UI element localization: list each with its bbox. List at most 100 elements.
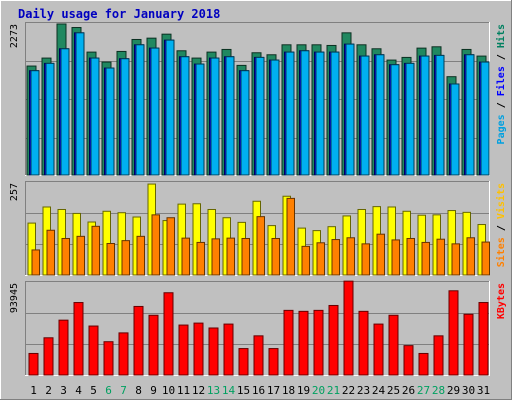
bar-sites-day-11 bbox=[181, 237, 190, 276]
bar-pages-day-11 bbox=[180, 56, 190, 176]
bar-pages-day-7 bbox=[120, 58, 130, 176]
bar-sites-day-8 bbox=[136, 235, 145, 276]
bar-pages-day-18 bbox=[285, 51, 295, 176]
bar-pages-day-17 bbox=[270, 59, 280, 176]
bar-kbytes-day-8 bbox=[133, 305, 144, 376]
bar-pages-day-14 bbox=[225, 56, 235, 176]
bar-sites-day-22 bbox=[346, 237, 355, 276]
bar-kbytes-day-25 bbox=[388, 314, 399, 376]
bar-kbytes-day-27 bbox=[418, 352, 429, 376]
bar-sites-day-17 bbox=[271, 237, 280, 276]
bar-kbytes-day-24 bbox=[373, 323, 384, 376]
bar-kbytes-day-1 bbox=[28, 352, 39, 376]
panel-middle: 257 Sites / Visits bbox=[9, 181, 507, 276]
bar-sites-day-9 bbox=[151, 214, 160, 276]
x-tick-label-day-27: 27 bbox=[417, 384, 430, 397]
bar-kbytes-day-17 bbox=[268, 348, 279, 376]
x-tick-label-day-24: 24 bbox=[372, 384, 386, 397]
bar-sites-day-20 bbox=[316, 242, 325, 276]
bar-pages-day-20 bbox=[315, 51, 325, 176]
legend-label: Hits bbox=[495, 24, 507, 48]
legend-label: / bbox=[496, 96, 507, 114]
bar-kbytes-day-5 bbox=[88, 325, 99, 376]
x-tick-label-day-31: 31 bbox=[477, 384, 490, 397]
x-tick-label-day-1: 1 bbox=[30, 384, 37, 397]
bar-sites-day-23 bbox=[361, 243, 370, 276]
bar-kbytes-day-15 bbox=[238, 348, 249, 376]
bar-sites-day-30 bbox=[466, 237, 475, 276]
bar-sites-day-28 bbox=[436, 238, 445, 276]
x-tick-label-day-20: 20 bbox=[312, 384, 325, 397]
bar-kbytes-day-30 bbox=[463, 313, 474, 376]
bar-kbytes-day-18 bbox=[283, 309, 294, 376]
bar-pages-day-5 bbox=[90, 57, 100, 176]
bar-sites-day-26 bbox=[406, 237, 415, 276]
bar-sites-day-2 bbox=[46, 229, 55, 276]
bar-pages-day-24 bbox=[375, 54, 385, 176]
bar-pages-day-16 bbox=[255, 56, 265, 176]
bar-kbytes-day-22 bbox=[343, 280, 354, 376]
bar-pages-day-30 bbox=[465, 54, 475, 176]
x-tick-label-day-13: 13 bbox=[207, 384, 220, 397]
bar-sites-day-29 bbox=[451, 243, 460, 276]
x-tick-label-day-29: 29 bbox=[447, 384, 460, 397]
bar-sites-day-3 bbox=[61, 237, 70, 276]
bar-pages-day-8 bbox=[135, 44, 145, 176]
x-tick-label-day-10: 10 bbox=[162, 384, 175, 397]
x-axis-tick-labels: 1 2 3 4 5 6 7 8 9 10 11 12 13 14 15 16 17 18 19 20 21 22 23 24 2… bbox=[30, 384, 490, 397]
bar-kbytes-day-6 bbox=[103, 341, 114, 376]
bar-kbytes-day-20 bbox=[313, 309, 324, 376]
bar-pages-day-15 bbox=[240, 70, 250, 176]
bar-sites-day-1 bbox=[31, 249, 40, 276]
x-tick-label-day-21: 21 bbox=[327, 384, 340, 397]
bar-kbytes-day-26 bbox=[403, 345, 414, 376]
bar-sites-day-27 bbox=[421, 241, 430, 276]
legend-label: / bbox=[496, 48, 507, 66]
bar-pages-day-25 bbox=[390, 64, 400, 176]
legend-label: Visits bbox=[495, 183, 507, 219]
bar-sites-day-16 bbox=[256, 216, 265, 276]
panel-legend: Sites / Visits bbox=[495, 183, 507, 267]
x-tick-label-day-26: 26 bbox=[402, 384, 415, 397]
legend-label: Pages bbox=[496, 114, 507, 144]
x-tick-label-day-5: 5 bbox=[90, 384, 97, 397]
bar-pages-day-22 bbox=[345, 43, 355, 176]
x-tick-label-day-7: 7 bbox=[120, 384, 127, 397]
x-tick-label-day-2: 2 bbox=[45, 384, 52, 397]
legend-label: / bbox=[496, 219, 507, 237]
x-tick-label-day-16: 16 bbox=[252, 384, 265, 397]
bar-sites-day-31 bbox=[481, 241, 490, 276]
bar-pages-day-9 bbox=[150, 47, 160, 176]
bar-sites-day-13 bbox=[211, 238, 220, 276]
bar-sites-day-18 bbox=[286, 197, 295, 276]
bar-kbytes-day-11 bbox=[178, 324, 189, 376]
legend-label: KBytes bbox=[496, 283, 507, 319]
bar-sites-day-5 bbox=[91, 225, 100, 276]
bar-pages-day-2 bbox=[45, 62, 55, 176]
bar-kbytes-day-16 bbox=[253, 335, 264, 376]
bar-pages-day-29 bbox=[450, 83, 460, 176]
x-tick-label-day-12: 12 bbox=[192, 384, 205, 397]
bar-sites-day-4 bbox=[76, 235, 85, 276]
x-tick-label-day-23: 23 bbox=[357, 384, 370, 397]
bar-sites-day-15 bbox=[241, 237, 250, 276]
bar-pages-day-13 bbox=[210, 57, 220, 176]
panel-legend: KBytes bbox=[496, 283, 507, 319]
x-tick-label-day-22: 22 bbox=[342, 384, 355, 397]
legend-label: Files bbox=[495, 66, 507, 96]
bar-kbytes-day-13 bbox=[208, 327, 219, 376]
x-tick-label-day-4: 4 bbox=[75, 384, 82, 397]
chart-panels: 2273 Pages / Files / Hits 257 Sites / Visit… bbox=[9, 22, 507, 376]
bar-sites-day-24 bbox=[376, 233, 385, 276]
bar-pages-day-19 bbox=[300, 50, 310, 176]
x-tick-label-day-6: 6 bbox=[105, 384, 112, 397]
bar-sites-day-7 bbox=[121, 240, 130, 276]
bar-kbytes-day-31 bbox=[478, 302, 489, 376]
bar-pages-day-23 bbox=[360, 55, 370, 176]
bar-sites-day-12 bbox=[196, 241, 205, 276]
bar-kbytes-day-23 bbox=[358, 310, 369, 376]
x-tick-label-day-9: 9 bbox=[150, 384, 157, 397]
x-tick-label-day-3: 3 bbox=[60, 384, 67, 397]
bar-sites-day-14 bbox=[226, 237, 235, 276]
